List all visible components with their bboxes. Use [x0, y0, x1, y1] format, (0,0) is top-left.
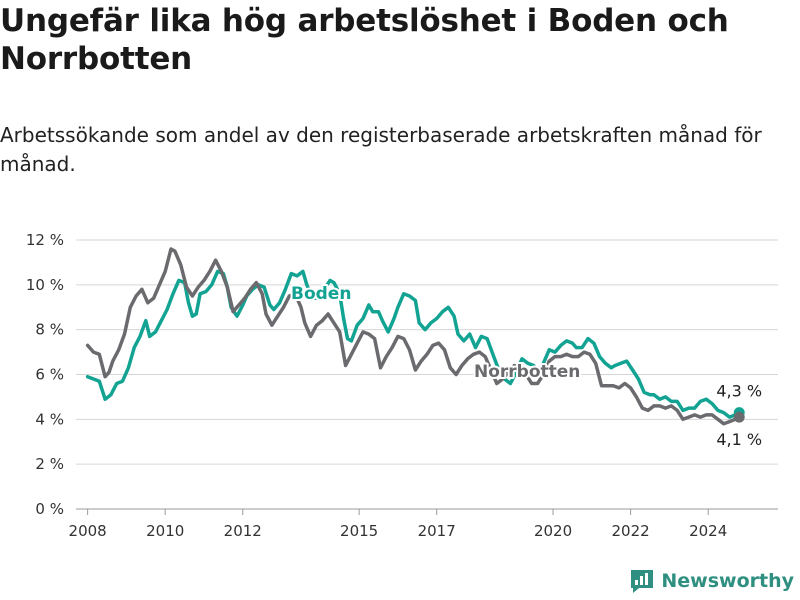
y-axis-ticks: 0 % 2 % 4 % 6 % 8 % 10 % 12 %: [26, 231, 64, 518]
x-tick-label: 2022: [612, 522, 650, 540]
end-value-label-norrbotten: 4,1 %: [716, 430, 762, 449]
series-label-boden: Boden: [291, 284, 351, 304]
series-line-norrbotten: [85, 247, 741, 426]
x-axis-ticks: 2008 2010 2012 2015 2017 2020 2022 2024: [69, 509, 727, 540]
y-tick-label: 0 %: [35, 500, 64, 518]
x-tick-label: 2008: [69, 522, 107, 540]
y-tick-label: 4 %: [35, 410, 64, 428]
brand-name: Newsworthy: [661, 570, 794, 592]
y-tick-label: 10 %: [26, 276, 64, 294]
x-tick-label: 2015: [340, 522, 378, 540]
x-tick-label: 2017: [418, 522, 456, 540]
end-value-label-boden: 4,3 %: [716, 382, 762, 401]
series-labels: Boden Norrbotten 4,3 % 4,1 %: [289, 282, 762, 449]
y-tick-label: 2 %: [35, 455, 64, 473]
newsworthy-logo-icon: [631, 570, 654, 593]
series-label-norrbotten: Norrbotten: [474, 362, 580, 382]
series-lines: [85, 247, 745, 426]
end-point-norrbotten: [733, 411, 745, 423]
x-tick-label: 2012: [224, 522, 262, 540]
x-tick-label: 2020: [534, 522, 572, 540]
series-line-boden: [85, 269, 741, 419]
page-subtitle: Arbetssökande som andel av den registerb…: [0, 123, 762, 176]
x-tick-label: 2010: [146, 522, 184, 540]
page-title: Ungefär lika hög arbetslöshet i Boden oc…: [0, 3, 729, 77]
x-tick-label: 2024: [689, 522, 727, 540]
y-tick-label: 12 %: [26, 231, 64, 249]
brand-logo: Newsworthy: [629, 568, 794, 594]
y-tick-label: 8 %: [35, 321, 64, 339]
y-tick-label: 6 %: [35, 366, 64, 384]
